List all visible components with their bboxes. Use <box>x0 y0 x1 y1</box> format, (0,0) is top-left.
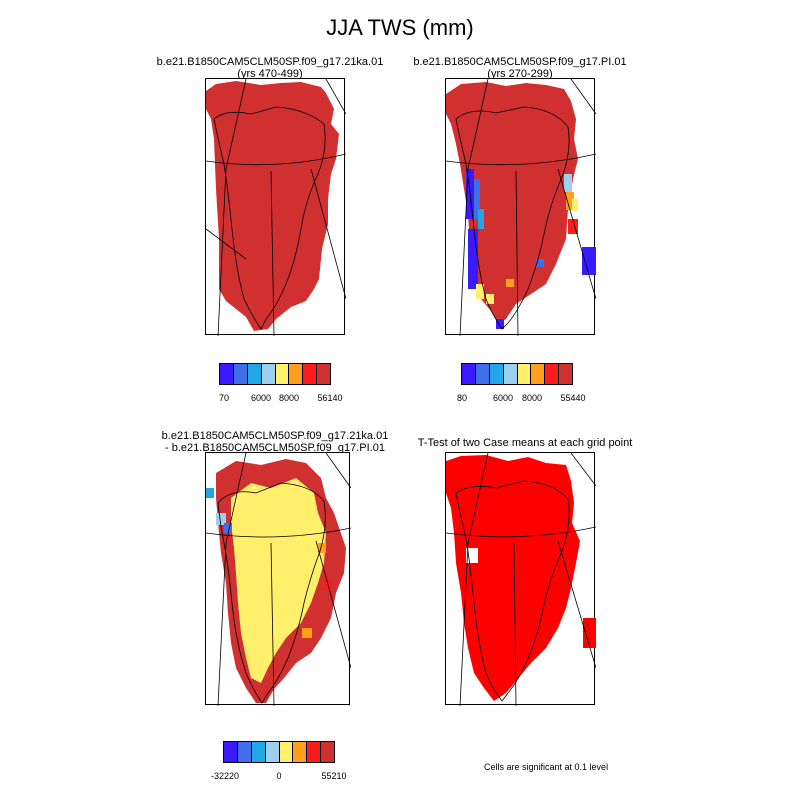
panel3-title-line2: - b.e21.B1850CAM5CLM50SP.f09_g17.PI.01 <box>165 442 385 454</box>
panel1-legend <box>219 363 331 385</box>
panel3-coastline <box>217 482 326 704</box>
legend-color-box <box>237 742 252 762</box>
panel2-map <box>445 78 596 336</box>
panel1-title: b.e21.B1850CAM5CLM50SP.f09_g17.21ka.01 (… <box>155 56 385 80</box>
panel4-map <box>445 452 596 706</box>
panel1-legend-label-max: 56140 <box>317 393 343 403</box>
panel1-title-line1: b.e21.B1850CAM5CLM50SP.f09_g17.21ka.01 <box>156 56 384 68</box>
panel2-legend-label-mid2: 8000 <box>521 393 543 403</box>
panel4-footnote: Cells are significant at 0.1 level <box>484 762 609 772</box>
panel2-legend-label-min: 80 <box>456 393 468 403</box>
legend-color-box <box>503 364 518 384</box>
panel3-title: b.e21.B1850CAM5CLM50SP.f09_g17.21ka.01 -… <box>150 430 400 454</box>
panel2-coastline <box>455 106 570 330</box>
legend-color-box <box>220 364 234 384</box>
legend-color-box <box>275 364 290 384</box>
legend-color-box <box>559 364 572 384</box>
legend-color-box <box>233 364 248 384</box>
panel2-title-line1: b.e21.B1850CAM5CLM50SP.f09_g17.PI.01 <box>413 56 627 68</box>
panel4-significance-field <box>446 455 580 701</box>
panel3-title-line1: b.e21.B1850CAM5CLM50SP.f09_g17.21ka.01 <box>161 430 389 442</box>
panel2-legend <box>461 363 573 385</box>
figure-title: JJA TWS (mm) <box>326 15 474 40</box>
panel4-east-cells <box>583 618 596 648</box>
legend-color-box <box>279 742 294 762</box>
legend-color-box <box>489 364 504 384</box>
legend-color-box <box>531 364 546 384</box>
legend-color-box <box>545 364 560 384</box>
legend-color-box <box>224 742 238 762</box>
legend-color-box <box>251 742 266 762</box>
panel1-legend-label-mid1: 6000 <box>250 393 272 403</box>
legend-color-box <box>321 742 334 762</box>
panel4-coastline <box>455 480 570 702</box>
legend-color-box <box>307 742 322 762</box>
panel3-difference-field <box>231 478 326 683</box>
legend-color-box <box>265 742 280 762</box>
legend-color-box <box>317 364 330 384</box>
panel2-title-line2: (yrs 270-299) <box>487 68 553 80</box>
panel2-legend-label-max: 55440 <box>560 393 586 403</box>
legend-color-box <box>293 742 308 762</box>
panel4-title: T-Test of two Case means at each grid po… <box>405 437 645 449</box>
panel1-legend-label-mid2: 8000 <box>278 393 300 403</box>
panel3-legend <box>223 741 335 763</box>
panel3-legend-label-min: -32220 <box>210 771 240 781</box>
panel1-title-line2: (yrs 470-499) <box>237 68 303 80</box>
legend-color-box <box>261 364 276 384</box>
legend-color-box <box>289 364 304 384</box>
panel1-coastline <box>213 106 326 330</box>
panel2-title: b.e21.B1850CAM5CLM50SP.f09_g17.PI.01 (yr… <box>405 56 635 80</box>
panel2-legend-label-mid1: 6000 <box>492 393 514 403</box>
legend-color-box <box>462 364 476 384</box>
panel1-map <box>205 78 346 336</box>
legend-color-box <box>303 364 318 384</box>
panel1-legend-label-min: 70 <box>218 393 230 403</box>
legend-color-box <box>247 364 262 384</box>
panel4-title-line1: T-Test of two Case means at each grid po… <box>417 437 633 449</box>
panel1-tws-field <box>206 81 339 331</box>
panel2-tws-field <box>446 82 578 324</box>
legend-color-box <box>475 364 490 384</box>
panel3-legend-label-zero: 0 <box>276 771 282 781</box>
panel3-map <box>205 452 351 706</box>
panel3-legend-label-max: 55210 <box>321 771 347 781</box>
legend-color-box <box>517 364 532 384</box>
